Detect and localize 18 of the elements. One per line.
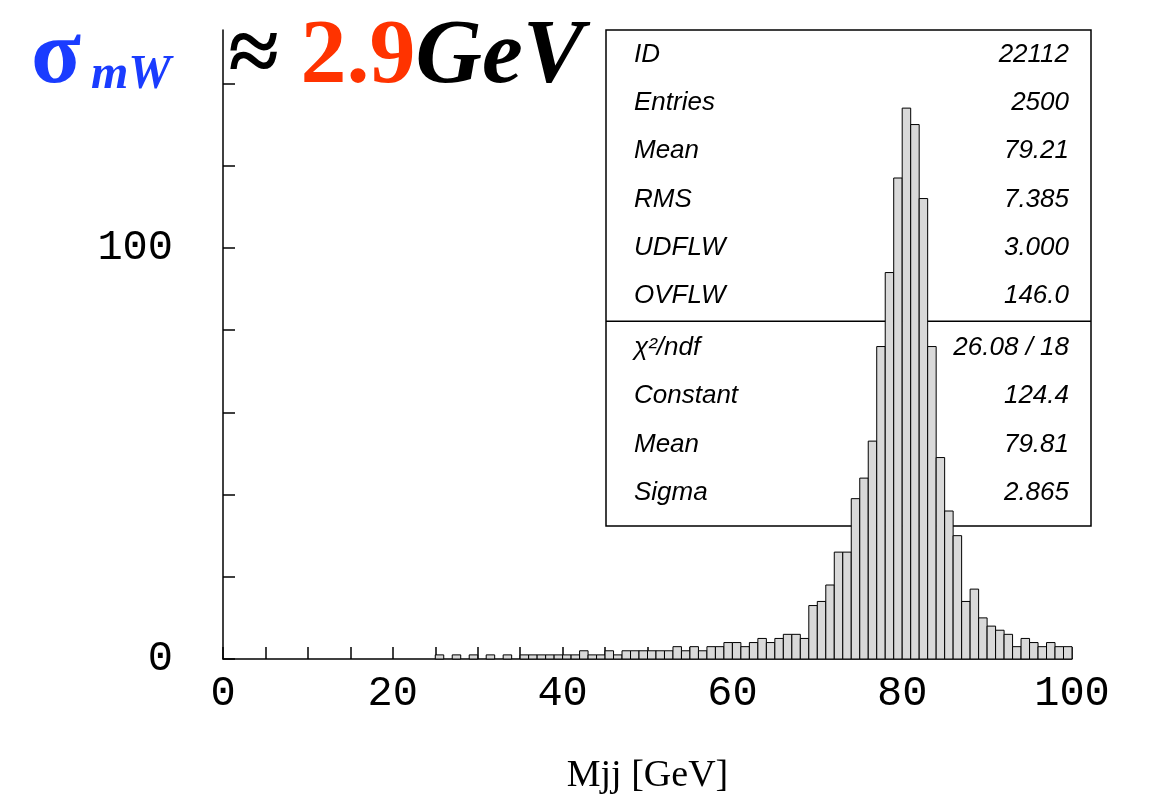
text: RMS 7.385 — [634, 182, 1069, 213]
text: Mean 79.81 — [634, 427, 1069, 458]
text: Sigma 2.865 — [634, 475, 1069, 506]
text: OVFLW 146.0 — [634, 279, 1069, 309]
x-axis-title: Mjj [GeV] — [566, 752, 729, 794]
x-tick-label: 100 — [1034, 670, 1110, 718]
x-tick-label: 20 — [367, 670, 419, 718]
text: χ²/ndf 26.08 / 18 — [634, 331, 1069, 362]
x-tick-label: 0 — [210, 670, 236, 718]
x-tick-label: 80 — [876, 670, 928, 718]
chart-title: σmW≈ 2.9GeV — [31, 0, 591, 102]
text: UDFLW 3.000 — [634, 230, 1069, 261]
x-tick-label: 40 — [537, 670, 588, 718]
text: Entries 2500 — [634, 86, 1069, 117]
x-tick-label: 60 — [707, 670, 758, 718]
text: Constant 124.4 — [634, 379, 1069, 410]
text: ID 22112 — [634, 38, 1069, 68]
text: Mean 79.21 — [634, 134, 1069, 165]
